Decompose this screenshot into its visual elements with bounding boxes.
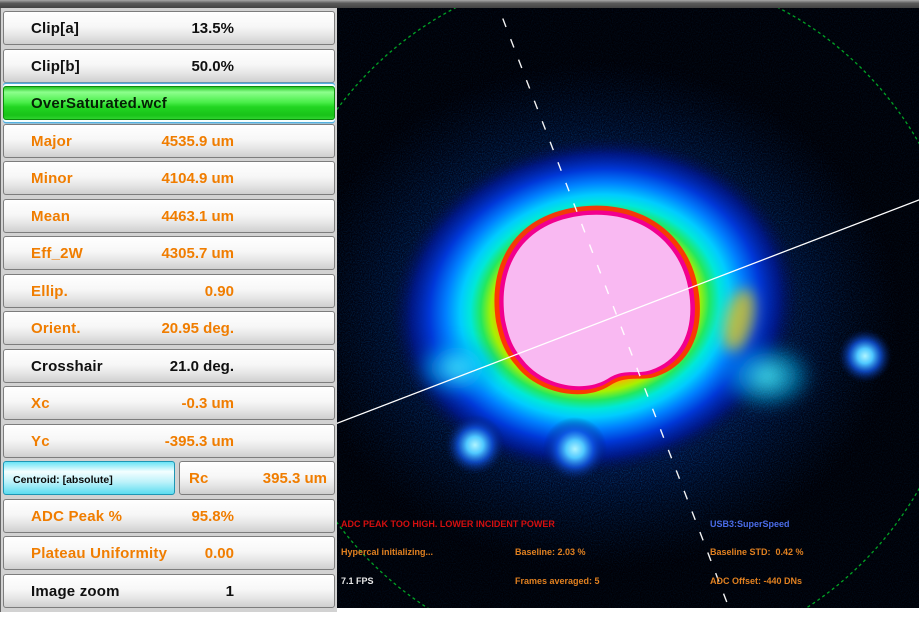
measure-value: 4104.9 um [161,170,234,187]
measure-row-plateau-uniformity[interactable]: Plateau Uniformity 0.00 [3,536,335,570]
measure-row-ellip[interactable]: Ellip. 0.90 [3,273,335,308]
measure-value: 13.5% [191,20,234,37]
measure-value: 21.0 deg. [169,357,234,375]
measure-value: 4305.7 um [161,245,234,262]
saturated-core [503,214,691,387]
measure-value: 95.8% [191,507,234,525]
measure-row-xc[interactable]: Xc -0.3 um [3,386,335,420]
frames-averaged-text: Frames averaged: 5 [515,575,600,586]
measure-row-eff-2w[interactable]: Eff_2W 4305.7 um [3,236,335,270]
measure-value: 50.0% [191,57,234,75]
measure-row-clip-a[interactable]: Clip[a] 13.5% [3,11,335,45]
centroid-mode-button[interactable]: Centroid: [absolute] [3,461,175,495]
status-block-left: ADC PEAK TOO HIGH. LOWER INCIDENT POWER … [341,501,555,606]
measure-label: Major [31,132,73,150]
measure-value: 395.3 um [262,470,327,487]
file-button-label: OverSaturated.wcf [31,95,167,112]
measure-value: 0.90 [204,282,234,300]
measure-value: -395.3 um [164,432,234,450]
adc-offset-text: ADC Offset: -440 DNs [710,575,803,586]
measure-row-orient[interactable]: Orient. 20.95 deg. [3,311,335,345]
measure-label: Clip[a] [31,20,80,37]
measure-value: 1 [225,582,234,600]
measure-row-rc[interactable]: Rc 395.3 um [179,461,335,495]
measure-value: -0.3 um [181,395,234,412]
measure-label: Yc [31,432,50,450]
centroid-row: Centroid: [absolute] Rc 395.3 um [3,461,335,495]
measure-label: Eff_2W [31,245,84,262]
status-block-middle: Baseline: 2.03 % Frames averaged: 5 [515,529,600,605]
fps-text: 7.1 FPS [341,575,374,586]
window-top-strip [0,0,919,8]
beam-right-hot-streak [723,288,755,352]
crosshair-major-axis-line[interactable] [337,193,919,431]
status-block-right: USB3:SuperSpeed Baseline STD: 0.42 % ADC… [710,501,804,606]
satellite-blob [838,329,892,383]
measure-label: Rc [189,470,209,487]
measure-label: Xc [31,395,50,412]
adc-warning-text: ADC PEAK TOO HIGH. LOWER INCIDENT POWER [341,518,555,529]
measure-value: 20.95 deg. [161,320,234,337]
measure-label: Ellip. [31,282,69,300]
measure-row-minor[interactable]: Minor 4104.9 um [3,161,335,195]
measure-label: Minor [31,170,73,187]
measure-label: Orient. [31,320,81,337]
measurement-panel: Clip[a] 13.5% Clip[b] 50.0% OverSaturated.wc… [0,8,337,612]
beam-right-lobe [717,340,817,412]
measure-label: Clip[b] [31,57,80,75]
measure-label: ADC Peak % [31,507,123,525]
beam-false-color-image [337,8,919,608]
measure-label: Image zoom [31,582,120,600]
measure-label: Mean [31,207,71,225]
measure-row-major[interactable]: Major 4535.9 um [3,123,335,158]
file-button-oversaturated-wcf[interactable]: OverSaturated.wcf [3,86,335,120]
baseline-text: Baseline: 2.03 % [515,547,586,557]
usb-speed-text: USB3:SuperSpeed [710,518,790,529]
measure-row-adc-peak[interactable]: ADC Peak % 95.8% [3,498,335,533]
measure-label: Plateau Uniformity [31,545,168,562]
measure-row-crosshair[interactable]: Crosshair 21.0 deg. [3,348,335,383]
measure-label: Crosshair [31,357,103,375]
measure-row-yc[interactable]: Yc -395.3 um [3,423,335,458]
measure-row-clip-b[interactable]: Clip[b] 50.0% [3,48,335,83]
measure-value: 0.00 [204,545,234,562]
measure-value: 4463.1 um [161,207,234,225]
beam-left-lobe [413,338,501,398]
hypercal-status-text: Hypercal initializing... [341,547,434,557]
beam-image-area[interactable]: ADC PEAK TOO HIGH. LOWER INCIDENT POWER … [337,8,919,608]
satellite-blob [543,417,607,481]
measure-value: 4535.9 um [161,132,234,150]
baseline-std-text: Baseline STD: 0.42 % [710,547,804,557]
crosshair-minor-axis-dashed-line[interactable] [495,8,733,608]
centroid-mode-label: Centroid: [absolute] [13,474,113,486]
measure-row-mean[interactable]: Mean 4463.1 um [3,198,335,233]
satellite-blob [445,415,505,475]
measure-row-image-zoom[interactable]: Image zoom 1 [3,573,335,608]
